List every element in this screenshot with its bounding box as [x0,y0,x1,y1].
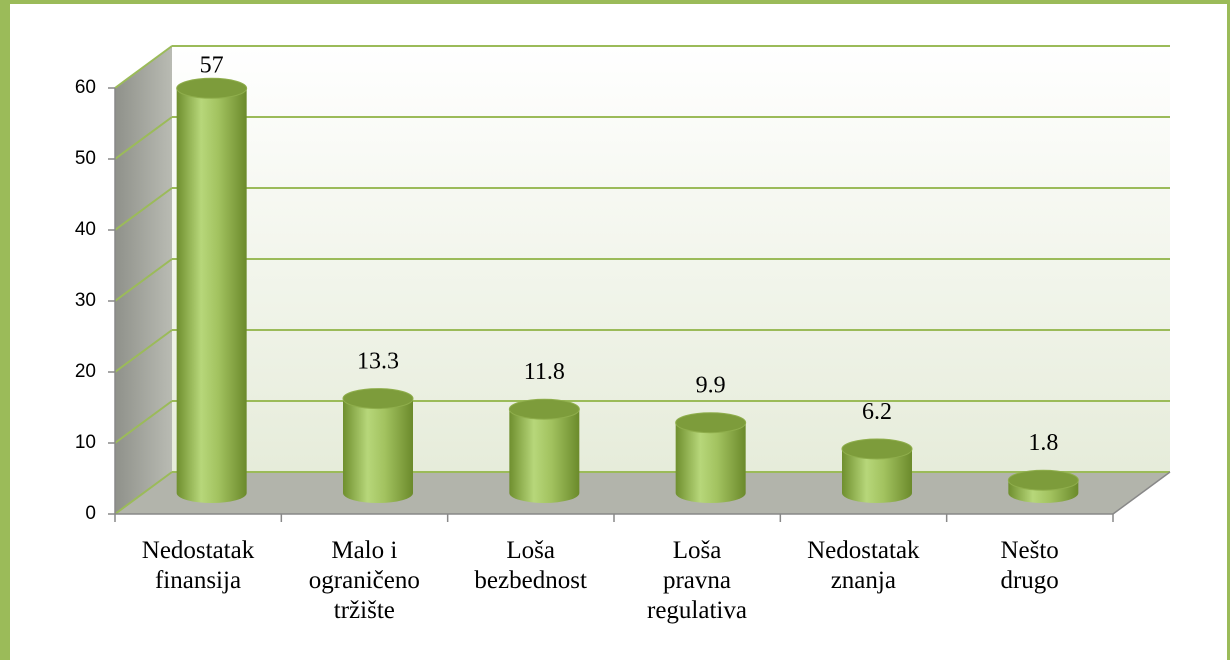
data-label: 1.8 [1028,430,1058,456]
y-tick-label: 20 [75,361,96,382]
x-tick-label: Loša bezbednost [474,537,587,594]
floor-edge [1112,471,1171,515]
bar-cap [508,398,580,420]
data-label: 11.8 [524,359,565,385]
y-tick-label: 60 [75,77,96,98]
bar [176,88,247,504]
bar [509,409,580,503]
y-tick-label: 0 [85,503,96,524]
x-tick-label: Nedostatak finansija [141,537,255,594]
x-tick-label: Malo i ograničeno tržište [308,537,420,624]
grid-line [114,400,173,444]
bar-cap [342,388,414,410]
bar [343,398,413,503]
y-tick-label: 50 [75,148,96,169]
data-label: 9.9 [696,373,726,399]
y-tick-label: 30 [75,290,96,311]
data-label: 6.2 [862,399,892,425]
grid-line [114,258,173,302]
x-tick-label: Nešto drugo [1000,537,1059,594]
x-tick-label: Loša pravna regulativa [647,537,747,624]
grid-line [114,329,173,373]
data-label: 57 [200,52,224,78]
grid-line [114,116,173,160]
grid-line [114,45,173,89]
bar [842,448,912,503]
data-label: 13.3 [357,349,399,375]
bar-cap [1007,469,1079,491]
bar [675,422,746,503]
grid-line [114,471,173,515]
x-tick-label: Nedostatak znanja [807,537,920,594]
y-tick-label: 40 [75,219,96,240]
y-tick-label: 10 [75,432,96,453]
bar-cap [675,412,747,434]
grid-line [114,187,173,231]
bar-cap [841,438,913,460]
bar-cap [176,77,248,99]
